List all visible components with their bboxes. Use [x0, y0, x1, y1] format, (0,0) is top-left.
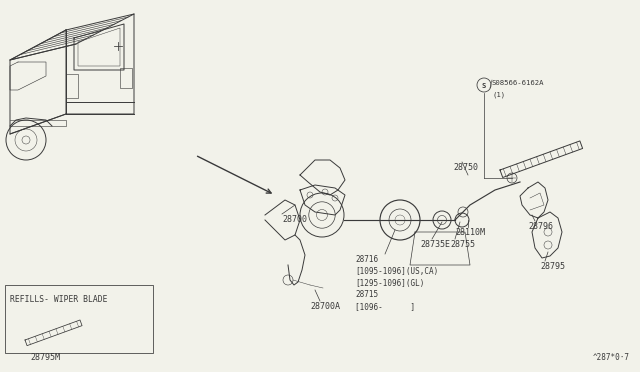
Text: 28700: 28700 — [282, 215, 307, 224]
Text: (1): (1) — [492, 91, 505, 97]
Bar — [5, 285, 153, 353]
Text: S: S — [482, 83, 486, 89]
Text: 28716
[1095-1096](US,CA)
[1295-1096](GL)
28715
[1096-      ]: 28716 [1095-1096](US,CA) [1295-1096](GL)… — [355, 255, 438, 311]
Text: 28110M: 28110M — [455, 228, 485, 237]
Text: 28796: 28796 — [528, 222, 553, 231]
Text: ^287*0·7: ^287*0·7 — [593, 353, 630, 362]
Bar — [66, 74, 78, 98]
Text: 28795M: 28795M — [30, 353, 60, 362]
Text: 28755: 28755 — [450, 240, 475, 249]
Text: 28795: 28795 — [540, 262, 565, 271]
Text: 28750: 28750 — [453, 163, 478, 172]
Text: 28700A: 28700A — [310, 302, 340, 311]
Text: S08566-6162A: S08566-6162A — [492, 80, 545, 86]
Text: 28735E: 28735E — [420, 240, 450, 249]
Bar — [120, 68, 132, 88]
Text: REFILLS- WIPER BLADE: REFILLS- WIPER BLADE — [10, 295, 108, 304]
